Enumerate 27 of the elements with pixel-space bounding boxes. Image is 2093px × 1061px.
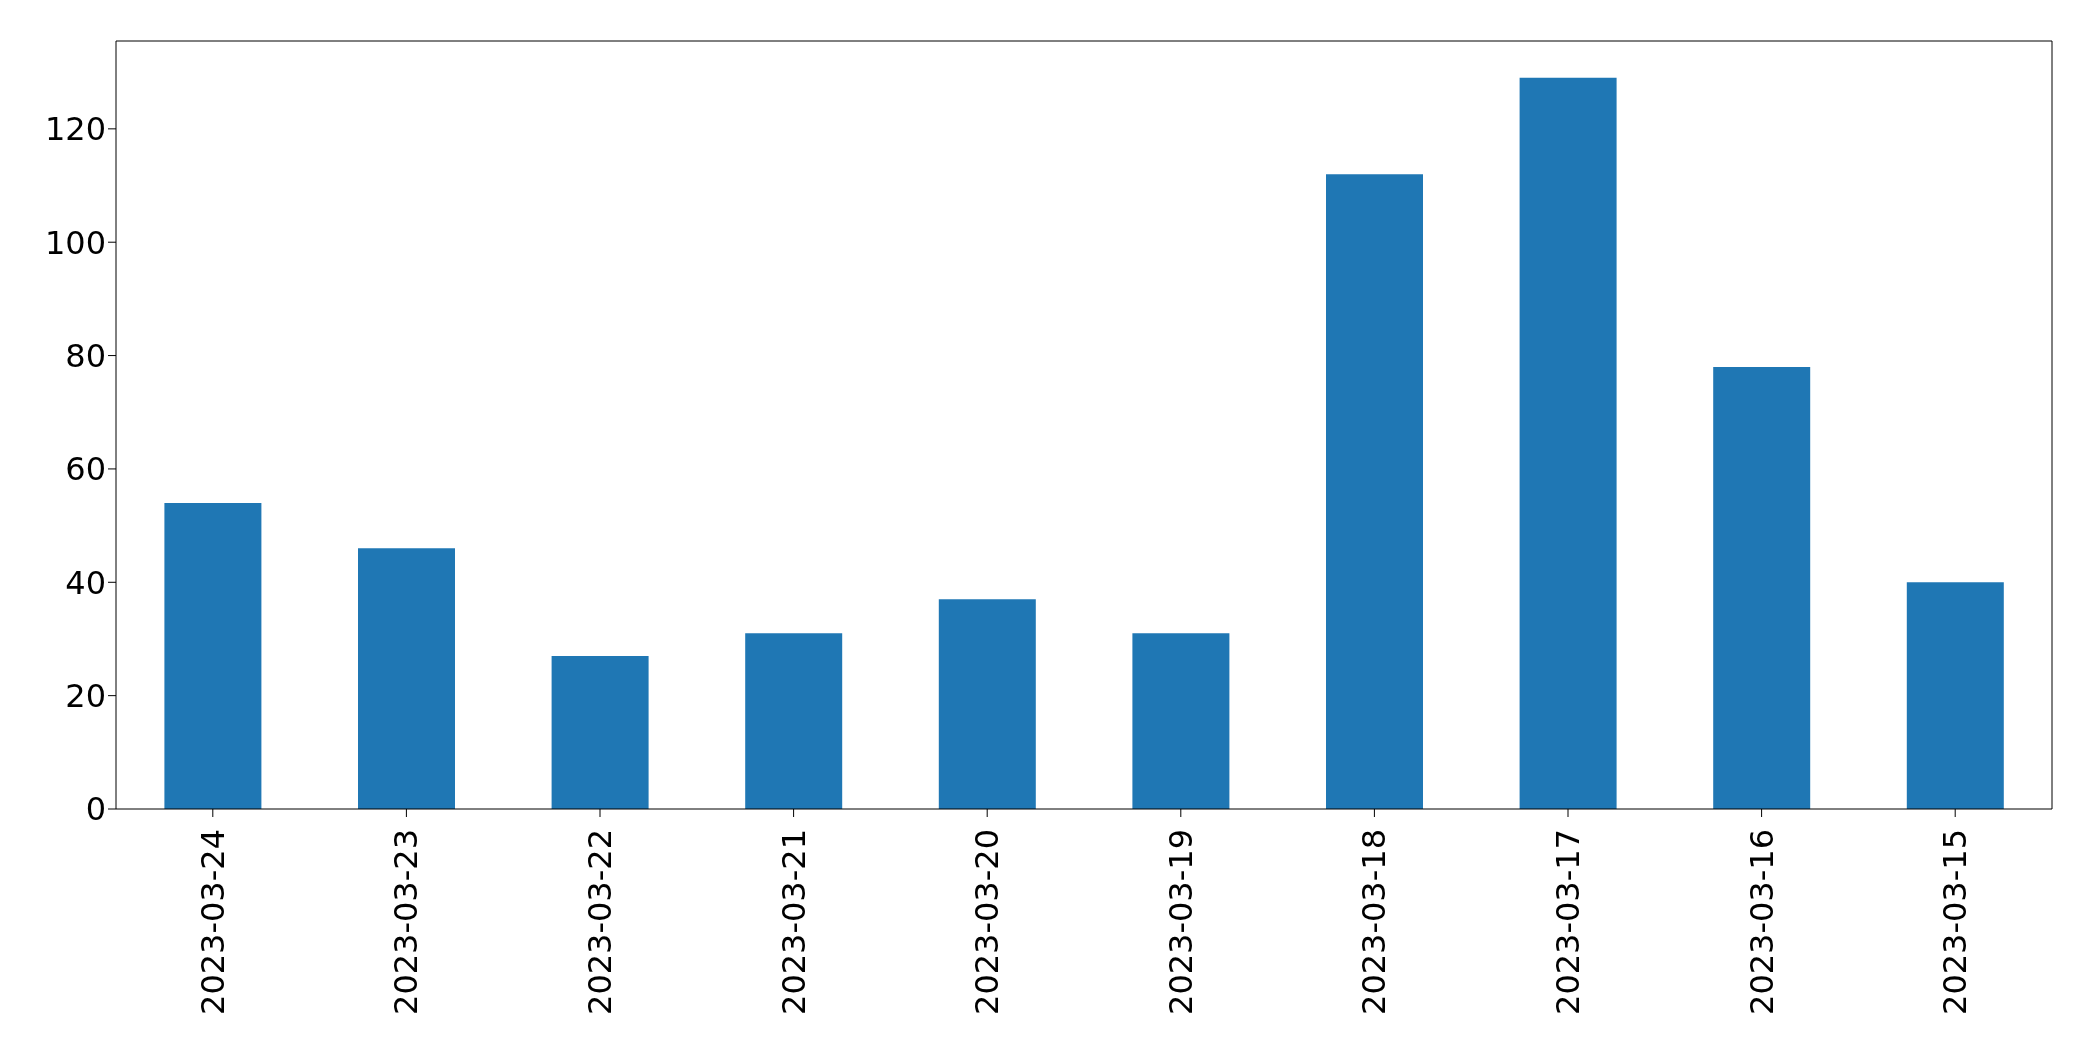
y-tick-label: 60 — [65, 450, 106, 489]
bar — [1326, 174, 1423, 809]
x-tick-label: 2023-03-18 — [1355, 829, 1394, 1015]
bar — [164, 502, 262, 809]
x-tick-label: 2023-03-24 — [193, 829, 232, 1015]
x-tick-label: 2023-03-15 — [1936, 829, 1975, 1015]
bar — [1713, 366, 1811, 809]
x-tick-label: 2023-03-22 — [581, 829, 619, 1015]
bar — [358, 548, 455, 809]
x-tick-label: 2023-03-19 — [1161, 829, 1200, 1015]
y-tick-label: 20 — [65, 677, 106, 715]
y-tick-label: 0 — [85, 790, 106, 829]
x-tick-label: 2023-03-17 — [1549, 829, 1587, 1015]
bar — [1519, 77, 1617, 809]
y-tick-label: 80 — [65, 336, 106, 375]
bar — [551, 655, 649, 809]
x-tick-label: 2023-03-21 — [774, 829, 813, 1015]
bar — [1906, 582, 2004, 809]
y-tick-label: 120 — [44, 110, 106, 149]
x-tick-label: 2023-03-23 — [387, 829, 426, 1015]
x-tick-label: 2023-03-20 — [968, 829, 1007, 1015]
y-tick-label: 40 — [65, 563, 106, 602]
y-tick-label: 100 — [44, 223, 106, 262]
x-tick-label: 2023-03-16 — [1742, 829, 1781, 1015]
bar — [745, 633, 843, 809]
bar — [1132, 633, 1230, 809]
bar — [938, 599, 1036, 809]
